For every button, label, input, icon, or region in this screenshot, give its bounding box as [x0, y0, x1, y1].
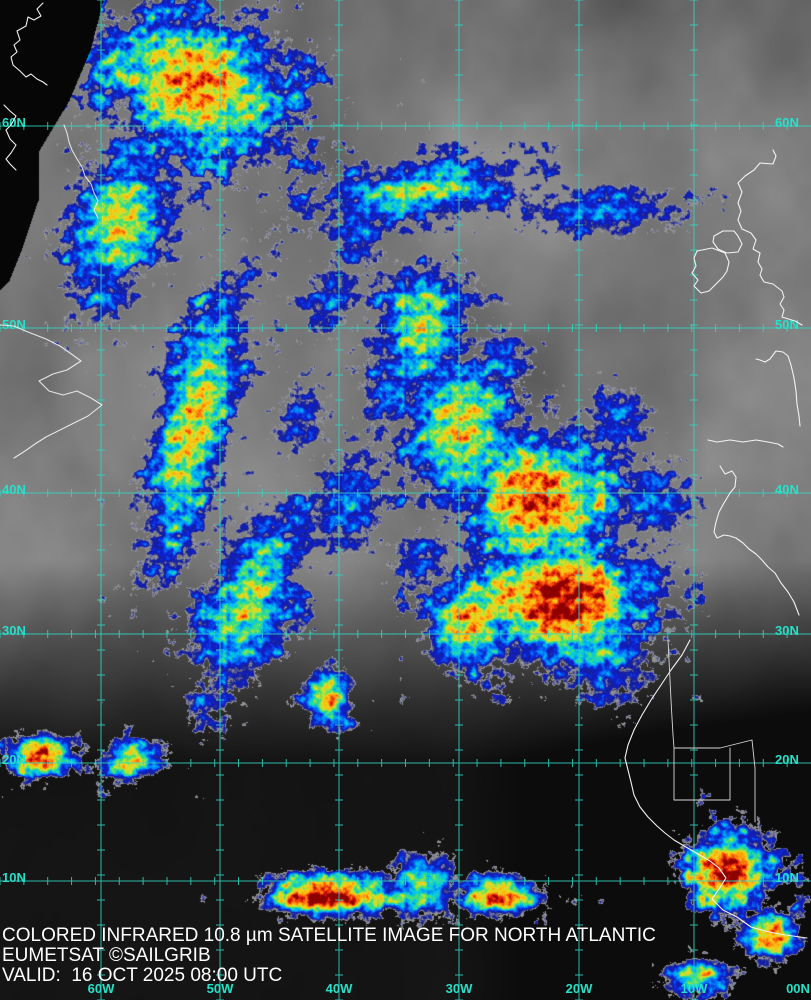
svg-text:00N: 00N: [786, 981, 810, 996]
svg-text:30N: 30N: [2, 623, 26, 638]
svg-text:20W: 20W: [566, 981, 593, 996]
svg-text:10W: 10W: [681, 981, 708, 996]
svg-text:20N: 20N: [775, 752, 799, 767]
svg-text:40N: 40N: [775, 482, 799, 497]
svg-text:10N: 10N: [775, 870, 799, 885]
svg-text:30W: 30W: [446, 981, 473, 996]
svg-text:10N: 10N: [2, 870, 26, 885]
svg-text:60N: 60N: [2, 115, 26, 130]
svg-text:50N: 50N: [775, 317, 799, 332]
svg-text:EUMETSAT ©SAILGRIB: EUMETSAT ©SAILGRIB: [2, 945, 211, 966]
svg-text:40W: 40W: [326, 981, 353, 996]
svg-text:30N: 30N: [775, 623, 799, 638]
svg-text:VALID: 16 OCT 2025 08:00 UTC: VALID: 16 OCT 2025 08:00 UTC: [2, 965, 282, 986]
svg-text:40N: 40N: [2, 482, 26, 497]
svg-text:COLORED INFRARED 10.8 µm SATEL: COLORED INFRARED 10.8 µm SATELLITE IMAGE…: [2, 925, 656, 946]
svg-text:20N: 20N: [2, 752, 26, 767]
svg-text:60N: 60N: [775, 115, 799, 130]
